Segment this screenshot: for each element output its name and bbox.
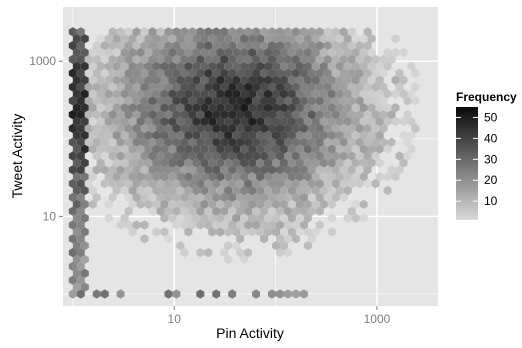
y-tick-label: 1000 [29, 54, 56, 68]
legend: Frequency 10 20 30 40 50 [456, 90, 517, 220]
legend-tick-label: 10 [484, 194, 498, 208]
y-axis-title: Tweet Activity [9, 114, 25, 199]
legend-title: Frequency [456, 90, 517, 104]
x-tick-label: 10 [168, 312, 182, 326]
x-axis-title: Pin Activity [216, 325, 284, 341]
y-tick-label: 10 [43, 209, 57, 223]
legend-tick-label: 30 [484, 152, 498, 166]
legend-tick-label: 20 [484, 173, 498, 187]
legend-colorbar [456, 107, 478, 220]
legend-tick-label: 40 [484, 131, 498, 145]
y-axis-ticks: 10 1000 [29, 54, 63, 223]
x-tick-label: 1000 [364, 312, 391, 326]
legend-tick-label: 50 [484, 110, 498, 124]
x-axis-ticks: 10 1000 [168, 306, 391, 326]
